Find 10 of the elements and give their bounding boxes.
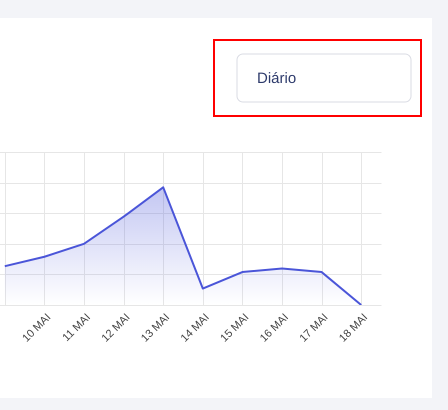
text: Diário bbox=[257, 70, 296, 87]
x-tick-label: 13 MAI bbox=[139, 312, 172, 345]
x-tick-label: 14 MAI bbox=[178, 312, 212, 345]
x-tick-label: 17 MAI bbox=[297, 312, 331, 345]
x-tick-label: 15 MAI bbox=[218, 312, 252, 345]
x-tick-label: 18 MAI bbox=[337, 312, 370, 345]
x-tick-label: 16 MAI bbox=[258, 312, 291, 345]
x-tick-label: 11 MAI bbox=[60, 312, 93, 344]
x-tick-label: 12 MAI bbox=[99, 312, 133, 345]
x-tick-label: 10 MAI bbox=[20, 312, 54, 345]
